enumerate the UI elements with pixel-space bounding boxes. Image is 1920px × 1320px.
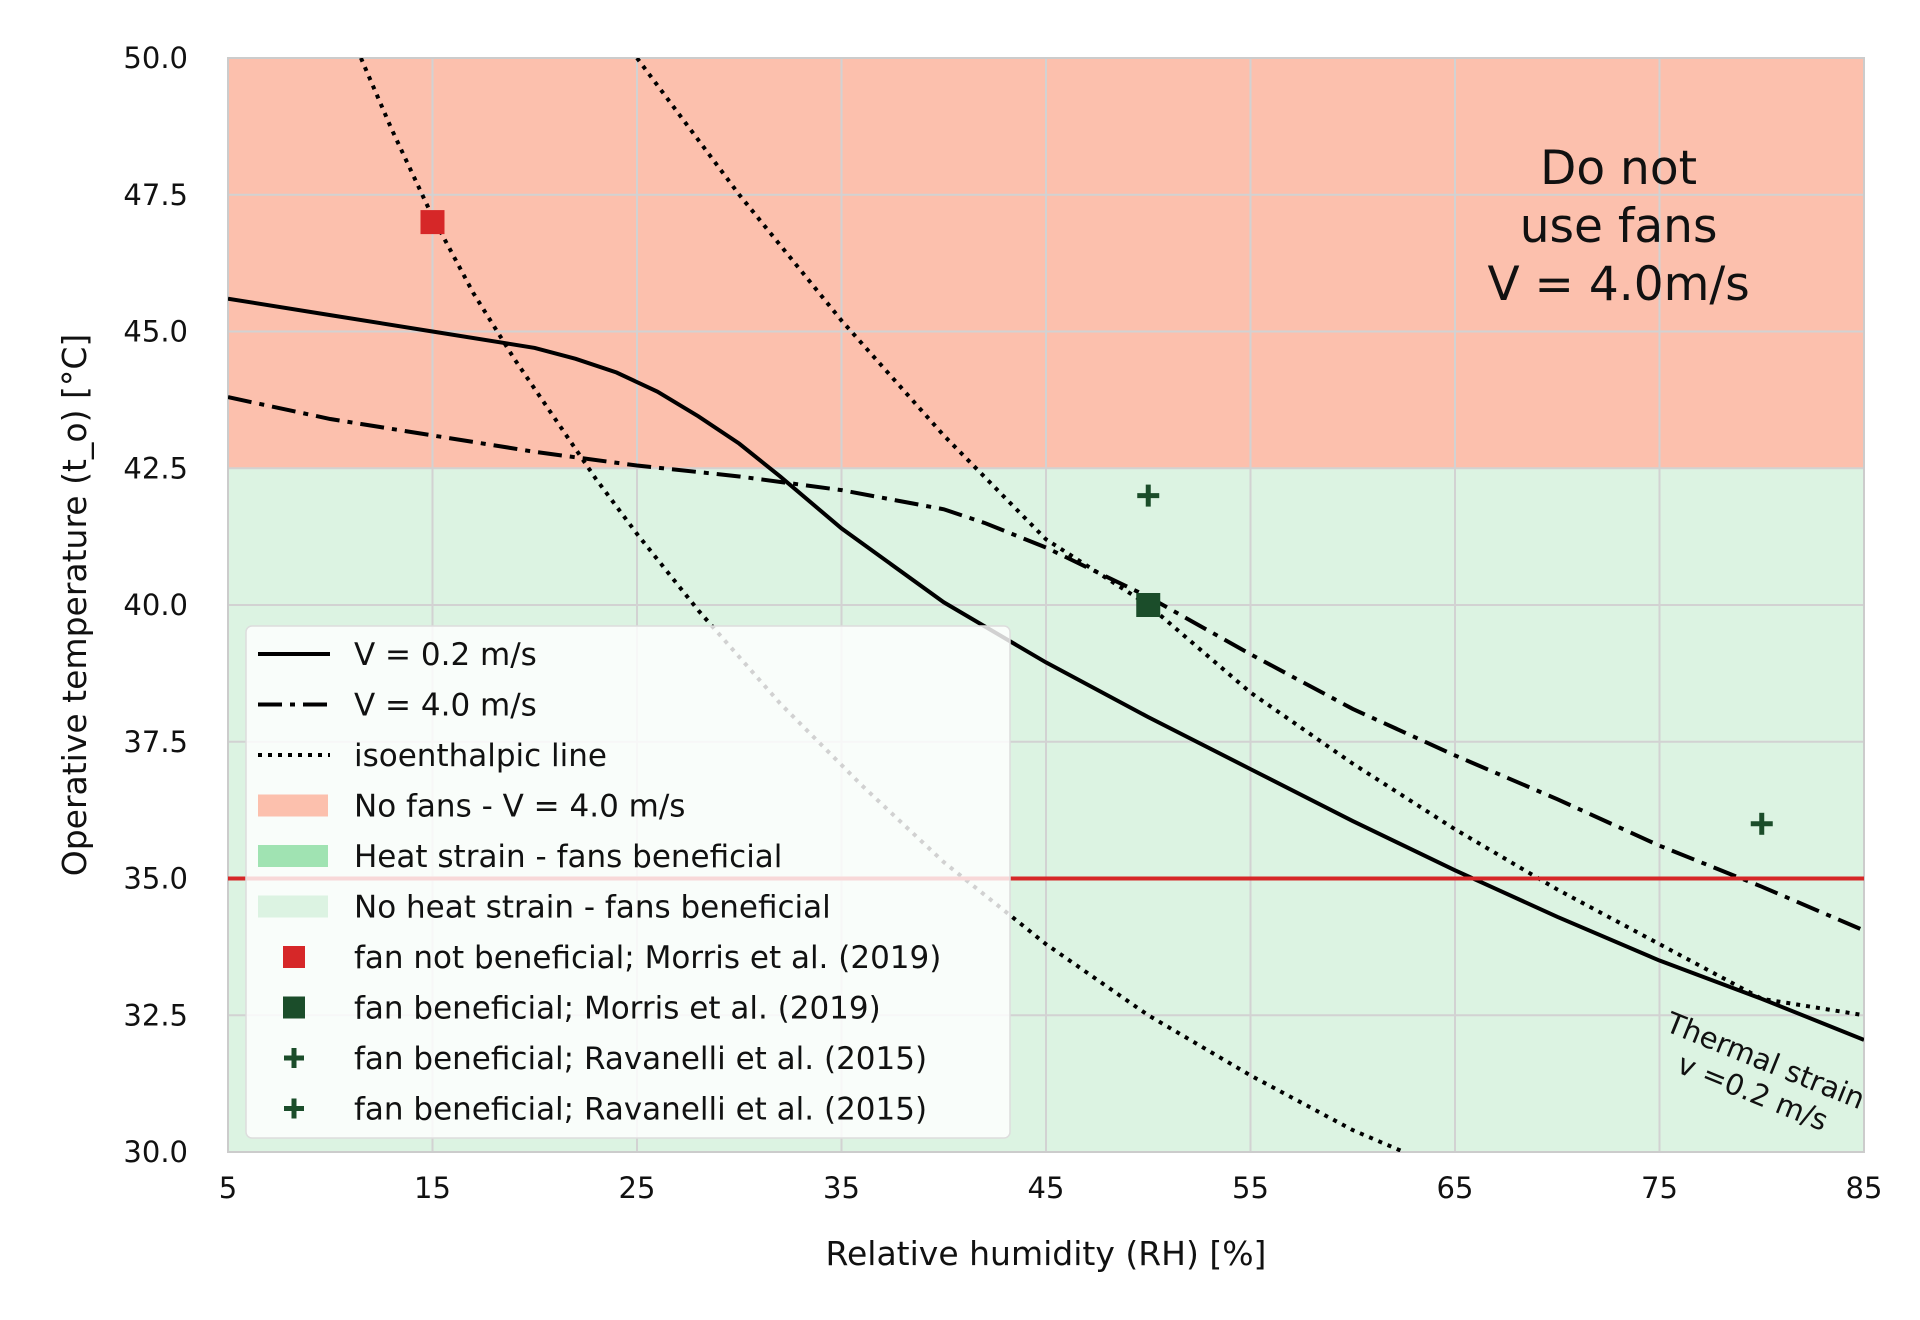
- series-line-0: [228, 296, 1864, 1042]
- y-tick-label: 32.5: [123, 998, 188, 1032]
- legend-marker: [283, 946, 305, 968]
- series-line-2: [359, 58, 1405, 1152]
- legend-item: fan not beneficial; Morris et al. (2019): [283, 940, 941, 976]
- plot-frame: [227, 57, 1865, 1153]
- y-tick-label: 45.0: [123, 315, 188, 349]
- legend-item: fan beneficial; Ravanelli et al. (2015): [284, 1041, 927, 1077]
- series-lines: [228, 58, 1864, 1152]
- legend-label: No heat strain - fans beneficial: [354, 890, 831, 926]
- data-point-3: [1750, 812, 1773, 835]
- data-point-1: [1136, 593, 1161, 617]
- data-point-0: [420, 210, 445, 235]
- legend-label: isoenthalpic line: [354, 738, 607, 774]
- y-tick-label: 47.5: [123, 178, 188, 212]
- y-tick-label: 35.0: [123, 862, 188, 896]
- legend-label: V = 0.2 m/s: [354, 637, 537, 673]
- x-tick-label: 25: [619, 1171, 656, 1205]
- legend-item: No fans - V = 4.0 m/s: [258, 789, 685, 825]
- legend-label: fan beneficial; Ravanelli et al. (2015): [354, 1092, 927, 1128]
- legend-item: fan beneficial; Morris et al. (2019): [283, 991, 881, 1027]
- x-tick-label: 65: [1437, 1171, 1474, 1205]
- y-tick-label: 37.5: [123, 725, 188, 759]
- legend-item: isoenthalpic line: [258, 738, 607, 774]
- legend: V = 0.2 m/s V = 4.0 m/s isoenthalpic line N…: [245, 625, 1011, 1139]
- x-tick-label: 15: [414, 1171, 451, 1205]
- x-tick-label: 35: [823, 1171, 860, 1205]
- tick-labels: 5 15 25 35 45 55 65 75 85 30.0 32.5 35.0 37.5 40.0 42.…: [123, 41, 1882, 1205]
- x-axis-label: Relative humidity (RH) [%]: [826, 1234, 1267, 1273]
- x-tick-label: 75: [1641, 1171, 1678, 1205]
- legend-item: V = 4.0 m/s: [258, 688, 537, 724]
- data-points: [420, 210, 1773, 835]
- legend-item: Heat strain - fans beneficial: [258, 839, 782, 875]
- x-tick-label: 5: [219, 1171, 237, 1205]
- y-axis-label: Operative temperature (t_o) [°C]: [55, 334, 94, 877]
- data-point-2: [1137, 484, 1160, 507]
- series-line-3: [635, 58, 1864, 1018]
- legend-marker: [284, 1098, 304, 1119]
- legend-item: No heat strain - fans beneficial: [258, 890, 831, 926]
- legend-box: [245, 625, 1011, 1139]
- legend-label: fan not beneficial; Morris et al. (2019): [354, 940, 941, 976]
- x-tick-label: 55: [1232, 1171, 1269, 1205]
- legend-item: V = 0.2 m/s: [258, 637, 537, 673]
- legend-label: Heat strain - fans beneficial: [354, 839, 782, 875]
- legend-label: No fans - V = 4.0 m/s: [354, 789, 685, 825]
- legend-item: fan beneficial; Ravanelli et al. (2015): [284, 1092, 927, 1128]
- x-tick-label: 85: [1846, 1171, 1883, 1205]
- legend-marker: [284, 1048, 304, 1068]
- legend-marker: [283, 996, 305, 1019]
- legend-label: fan beneficial; Ravanelli et al. (2015): [354, 1041, 927, 1077]
- annotation-line: use fans: [1520, 199, 1718, 254]
- x-tick-label: 45: [1028, 1171, 1065, 1205]
- series-line-1: [228, 395, 1864, 933]
- annotation-line: Do not: [1540, 141, 1697, 196]
- y-tick-label: 42.5: [123, 451, 188, 485]
- legend-label: fan beneficial; Morris et al. (2019): [354, 991, 881, 1027]
- legend-label: V = 4.0 m/s: [354, 688, 537, 724]
- annotation-line: V = 4.0m/s: [1487, 257, 1749, 312]
- y-tick-label: 30.0: [123, 1135, 188, 1169]
- y-tick-label: 40.0: [123, 588, 188, 622]
- y-tick-label: 50.0: [123, 41, 188, 75]
